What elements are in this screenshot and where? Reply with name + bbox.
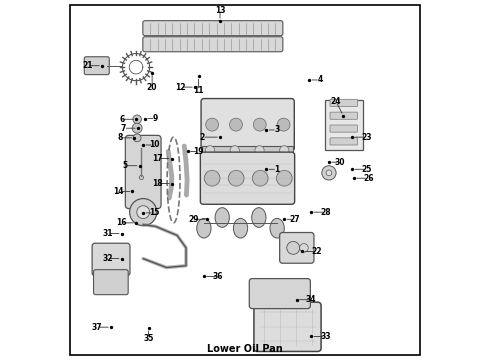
Text: 25: 25 (361, 165, 371, 174)
Text: 17: 17 (152, 154, 163, 163)
Text: 21: 21 (83, 61, 93, 70)
FancyBboxPatch shape (330, 99, 358, 107)
Text: 6: 6 (119, 115, 124, 124)
Text: 8: 8 (117, 133, 122, 142)
Text: 3: 3 (274, 126, 280, 135)
Circle shape (276, 170, 292, 186)
FancyBboxPatch shape (143, 37, 283, 52)
Text: 29: 29 (188, 215, 198, 224)
Circle shape (137, 206, 149, 219)
Circle shape (229, 118, 243, 131)
FancyBboxPatch shape (202, 146, 293, 155)
Text: 5: 5 (123, 161, 128, 170)
Circle shape (277, 118, 290, 131)
Text: 14: 14 (113, 187, 123, 196)
Text: 9: 9 (153, 114, 158, 123)
Text: 15: 15 (149, 208, 159, 217)
Circle shape (206, 118, 219, 131)
Circle shape (253, 118, 266, 131)
Text: 23: 23 (361, 132, 372, 141)
Text: 22: 22 (311, 247, 322, 256)
Ellipse shape (215, 208, 229, 227)
Circle shape (228, 170, 244, 186)
Circle shape (287, 242, 300, 254)
Circle shape (252, 170, 268, 186)
FancyBboxPatch shape (249, 279, 310, 309)
Circle shape (230, 146, 240, 155)
Text: 30: 30 (334, 158, 345, 167)
FancyBboxPatch shape (330, 125, 358, 132)
Text: 34: 34 (306, 295, 317, 304)
FancyBboxPatch shape (200, 152, 294, 204)
Circle shape (130, 199, 157, 226)
Circle shape (300, 244, 308, 252)
FancyBboxPatch shape (143, 21, 283, 36)
Ellipse shape (197, 219, 211, 238)
Circle shape (326, 170, 332, 176)
Circle shape (132, 123, 142, 133)
Text: 12: 12 (175, 83, 186, 92)
Circle shape (255, 146, 264, 155)
Text: Lower Oil Pan: Lower Oil Pan (207, 344, 283, 354)
FancyBboxPatch shape (280, 233, 314, 263)
Text: 35: 35 (144, 334, 154, 343)
Text: 32: 32 (102, 254, 113, 263)
Text: 7: 7 (121, 124, 126, 133)
Ellipse shape (270, 219, 284, 238)
Circle shape (322, 166, 336, 180)
Text: 2: 2 (199, 132, 205, 141)
Text: 31: 31 (102, 229, 113, 238)
Text: 26: 26 (363, 174, 373, 183)
Ellipse shape (252, 208, 266, 227)
Circle shape (280, 146, 289, 155)
Circle shape (139, 175, 144, 180)
FancyBboxPatch shape (201, 99, 294, 151)
Text: 11: 11 (194, 86, 204, 95)
FancyBboxPatch shape (94, 270, 128, 295)
Text: 13: 13 (215, 6, 225, 15)
Text: 4: 4 (318, 76, 322, 85)
Ellipse shape (233, 219, 247, 238)
Text: 18: 18 (152, 179, 163, 188)
FancyBboxPatch shape (325, 100, 363, 150)
Text: 36: 36 (213, 272, 223, 281)
FancyBboxPatch shape (92, 243, 130, 276)
Text: 20: 20 (147, 83, 157, 92)
FancyBboxPatch shape (330, 138, 358, 145)
Text: 27: 27 (290, 215, 300, 224)
Text: 37: 37 (92, 323, 102, 332)
Text: 16: 16 (117, 219, 127, 228)
Circle shape (133, 115, 142, 123)
Circle shape (133, 134, 141, 142)
Circle shape (205, 146, 215, 155)
Text: 24: 24 (331, 97, 342, 106)
Text: 28: 28 (320, 208, 331, 217)
FancyBboxPatch shape (125, 135, 161, 208)
Text: 33: 33 (320, 332, 331, 341)
Circle shape (204, 170, 220, 186)
FancyBboxPatch shape (254, 302, 321, 351)
FancyBboxPatch shape (330, 112, 358, 119)
Text: 10: 10 (148, 140, 159, 149)
Text: 19: 19 (194, 147, 204, 156)
Text: 1: 1 (274, 165, 280, 174)
FancyBboxPatch shape (84, 57, 109, 75)
